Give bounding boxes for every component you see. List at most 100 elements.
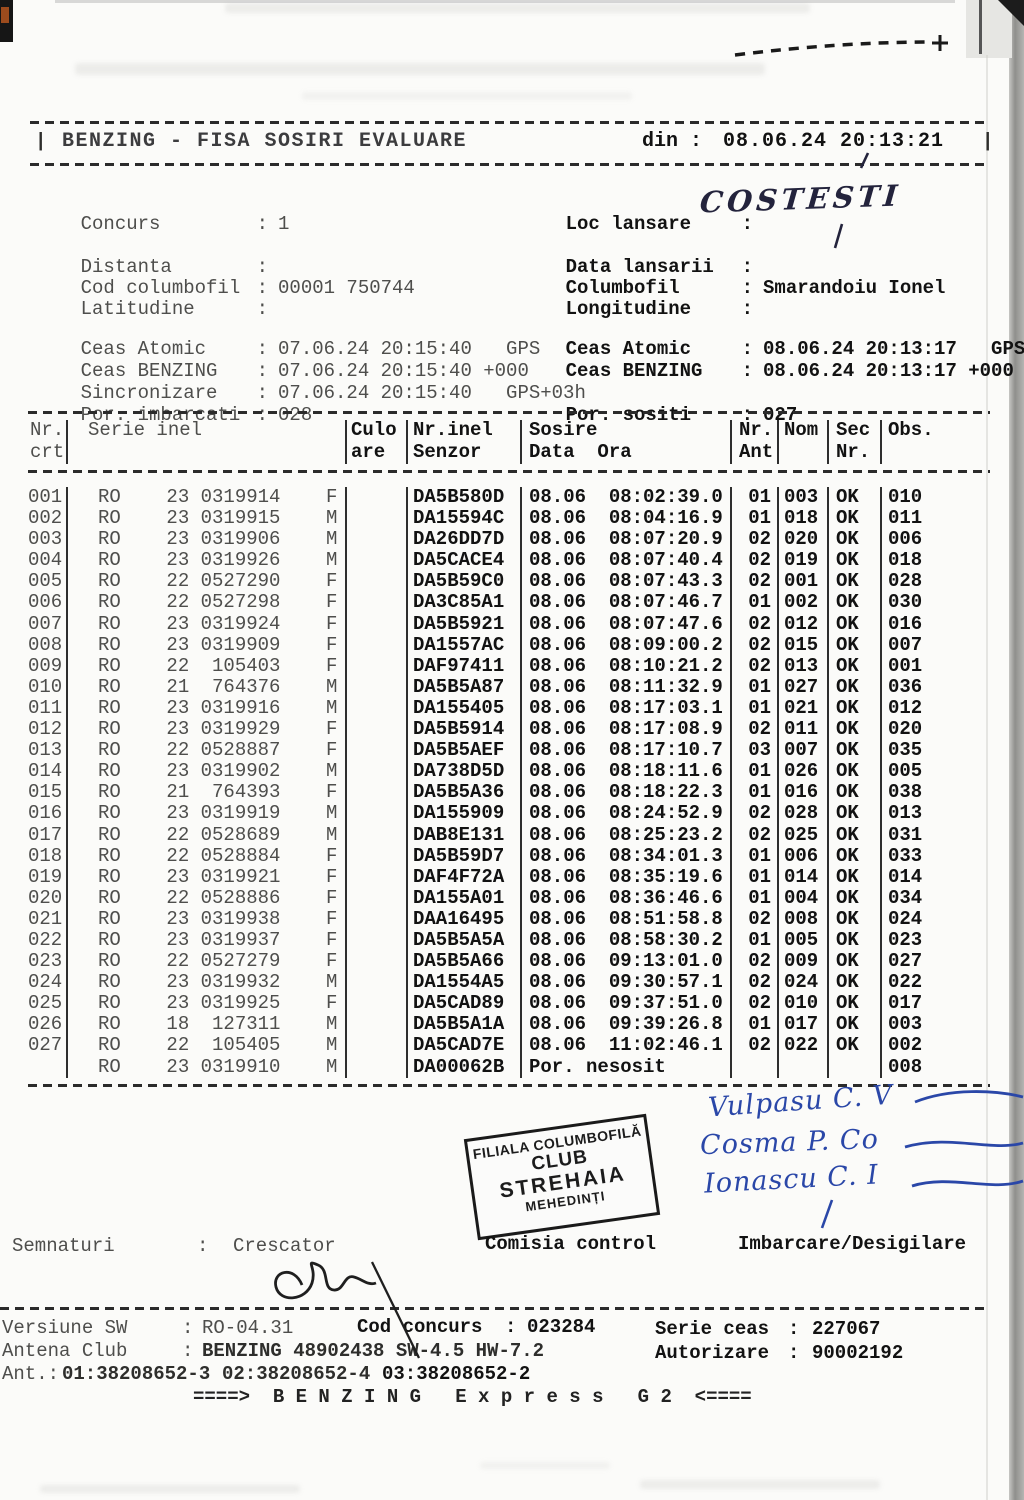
cell-nom: 007 <box>779 740 829 762</box>
info-label: Data lansarii <box>565 256 714 278</box>
cell-culoare <box>347 550 408 572</box>
report-datetime: 08.06.24 20:13:21 <box>723 130 945 153</box>
cell-sec-nr: OK <box>829 908 882 930</box>
cell-sec-nr: OK <box>829 550 882 572</box>
antena-colon: : <box>182 1340 194 1362</box>
cell-senzor: DA00062B <box>408 1056 522 1078</box>
cell-obs: 002 <box>888 1034 923 1057</box>
cell-obs: 022 <box>888 971 923 994</box>
clock-value: 08.06.24 20:13:17 GPS <box>763 338 1024 360</box>
clock-value: 08.06.24 20:13:17 +000 <box>763 360 1014 382</box>
table-row: 010 RO 21 764376 M DA5B5A87 08.06 08:11:… <box>28 676 942 698</box>
cell-sosire: 08.06 08:04:16.9 <box>522 508 732 530</box>
cell-serie-inel: RO 22 0528689 M <box>68 824 347 846</box>
colon: : <box>256 298 269 320</box>
cell-sec-nr: OK <box>829 634 882 656</box>
cell-obs: 028 <box>888 570 923 593</box>
cell-obs: 017 <box>888 992 923 1015</box>
cell-nr-ant: 01 <box>732 866 779 888</box>
ant-value-3: 03:38208652-2 <box>382 1363 531 1385</box>
cell-obs: 008 <box>888 1055 923 1078</box>
cell-culoare <box>347 529 408 551</box>
cod-concurs-colon: : <box>505 1316 517 1338</box>
imbarcare-desigilare-label: Imbarcare/Desigilare <box>738 1233 967 1255</box>
cell-nom: 013 <box>779 655 829 677</box>
report-din-label: din : <box>642 130 703 153</box>
cell-nr-crt: 001 <box>28 486 68 509</box>
cell-culoare <box>347 929 408 952</box>
cell-nr-ant: 02 <box>732 571 779 593</box>
cell-nr-ant: 02 <box>732 529 779 551</box>
cell-nr-crt: 008 <box>28 634 68 656</box>
handwritten-signature-2: Cosma P. Co <box>699 1123 880 1162</box>
cell-culoare <box>347 803 408 825</box>
info-label: Latitudine <box>80 298 195 320</box>
cell-senzor: DA5B5914 <box>408 718 522 741</box>
cell-serie-inel: RO 23 0319916 M <box>68 697 347 720</box>
semnaturi-label: Semnaturi <box>12 1235 115 1257</box>
scan-right-edge-band <box>1009 0 1024 1500</box>
colon: : <box>256 256 269 278</box>
clock-line-atomic-right: Ceas Atomic:08.06.24 20:13:17 GPS <box>520 316 1024 382</box>
cell-nom: 020 <box>779 529 829 551</box>
cell-sec-nr: OK <box>829 803 882 825</box>
cell-serie-inel: RO 22 0527290 F <box>68 571 347 593</box>
cell-sec-nr: OK <box>829 993 882 1015</box>
bleedthrough-smudge <box>75 63 765 75</box>
info-line-latitudine: Latitudine: <box>35 276 278 342</box>
clock-value: 07.06.24 20:15:40 GPS <box>278 338 541 360</box>
clock-line-benzing-right: Ceas BENZING:08.06.24 20:13:17 +000 <box>520 338 1014 404</box>
cell-nr-crt: 010 <box>28 676 68 698</box>
table-row: 016 RO 23 0319919 M DA155909 08.06 08:24… <box>28 803 942 825</box>
comisia-control-label: Comisia control <box>485 1233 657 1255</box>
cell-serie-inel: RO 23 0319929 F <box>68 718 347 741</box>
cell-nr-crt: 009 <box>28 655 68 677</box>
cell-sosire: 08.06 08:17:08.9 <box>522 718 732 741</box>
colon: : <box>256 277 269 299</box>
cell-nr-ant: 01 <box>732 1014 779 1036</box>
cell-sec-nr: OK <box>829 1035 882 1057</box>
table-row: 011 RO 23 0319916 M DA155405 08.06 08:17… <box>28 697 942 720</box>
cell-serie-inel: RO 21 764376 M <box>68 676 347 698</box>
title-top-dashed-line <box>30 121 990 124</box>
cell-obs: 033 <box>888 844 923 867</box>
clock-value: 07.06.24 20:15:40 GPS+03h <box>278 382 586 404</box>
cell-nr-ant: 01 <box>732 592 779 614</box>
cell-sec-nr: OK <box>829 761 882 783</box>
cell-sosire: 08.06 08:17:10.7 <box>522 740 732 762</box>
table-row: 014 RO 23 0319902 M DA738D5D 08.06 08:18… <box>28 761 942 783</box>
versiune-sw-label: Versiune SW <box>2 1317 128 1339</box>
cell-sec-nr: OK <box>829 592 882 614</box>
cell-serie-inel: RO 23 0319915 M <box>68 508 347 530</box>
info-line-concurs: Concurs:1 <box>35 191 290 257</box>
info-value: 00001 750744 <box>278 277 415 299</box>
table-row: 026 RO 18 127311 M DA5B5A1A 08.06 09:39:… <box>28 1014 942 1036</box>
cell-sosire: 08.06 08:58:30.2 <box>522 929 732 952</box>
crescator-label: Crescator <box>233 1235 336 1257</box>
colon: : <box>256 338 269 360</box>
cell-nom: 024 <box>779 972 829 994</box>
col-header-obs2 <box>882 442 942 464</box>
cell-sec-nr: OK <box>829 655 882 677</box>
col-header-sosire2: Data Ora <box>522 442 732 464</box>
semnaturi-colon: : <box>197 1235 209 1257</box>
cell-sosire: 08.06 08:10:21.2 <box>522 655 732 677</box>
cell-nom: 011 <box>779 718 829 741</box>
cell-serie-inel: RO 23 0319938 F <box>68 908 347 930</box>
versiune-sw-value: RO-04.31 <box>202 1317 294 1339</box>
signature-tick-below <box>820 1199 834 1229</box>
info-line-longitudine: Longitudine: <box>520 276 763 342</box>
table-row: 027 RO 22 105405 M DA5CAD7E 08.06 11:02:… <box>28 1034 942 1057</box>
colon: : <box>741 277 754 299</box>
col-header-ant2: Ant <box>732 442 779 464</box>
cell-culoare <box>347 908 408 930</box>
cell-nom: 002 <box>779 592 829 614</box>
bleedthrough-smudge <box>302 92 632 100</box>
info-line-cod-columbofil: Cod columbofil:00001 750744 <box>35 255 415 321</box>
col-header-serie2 <box>68 442 347 464</box>
cell-culoare <box>347 508 408 530</box>
bleedthrough-smudge <box>225 3 810 13</box>
colon: : <box>256 360 269 382</box>
cell-sec-nr: OK <box>829 486 882 509</box>
cell-obs: 030 <box>888 591 923 614</box>
